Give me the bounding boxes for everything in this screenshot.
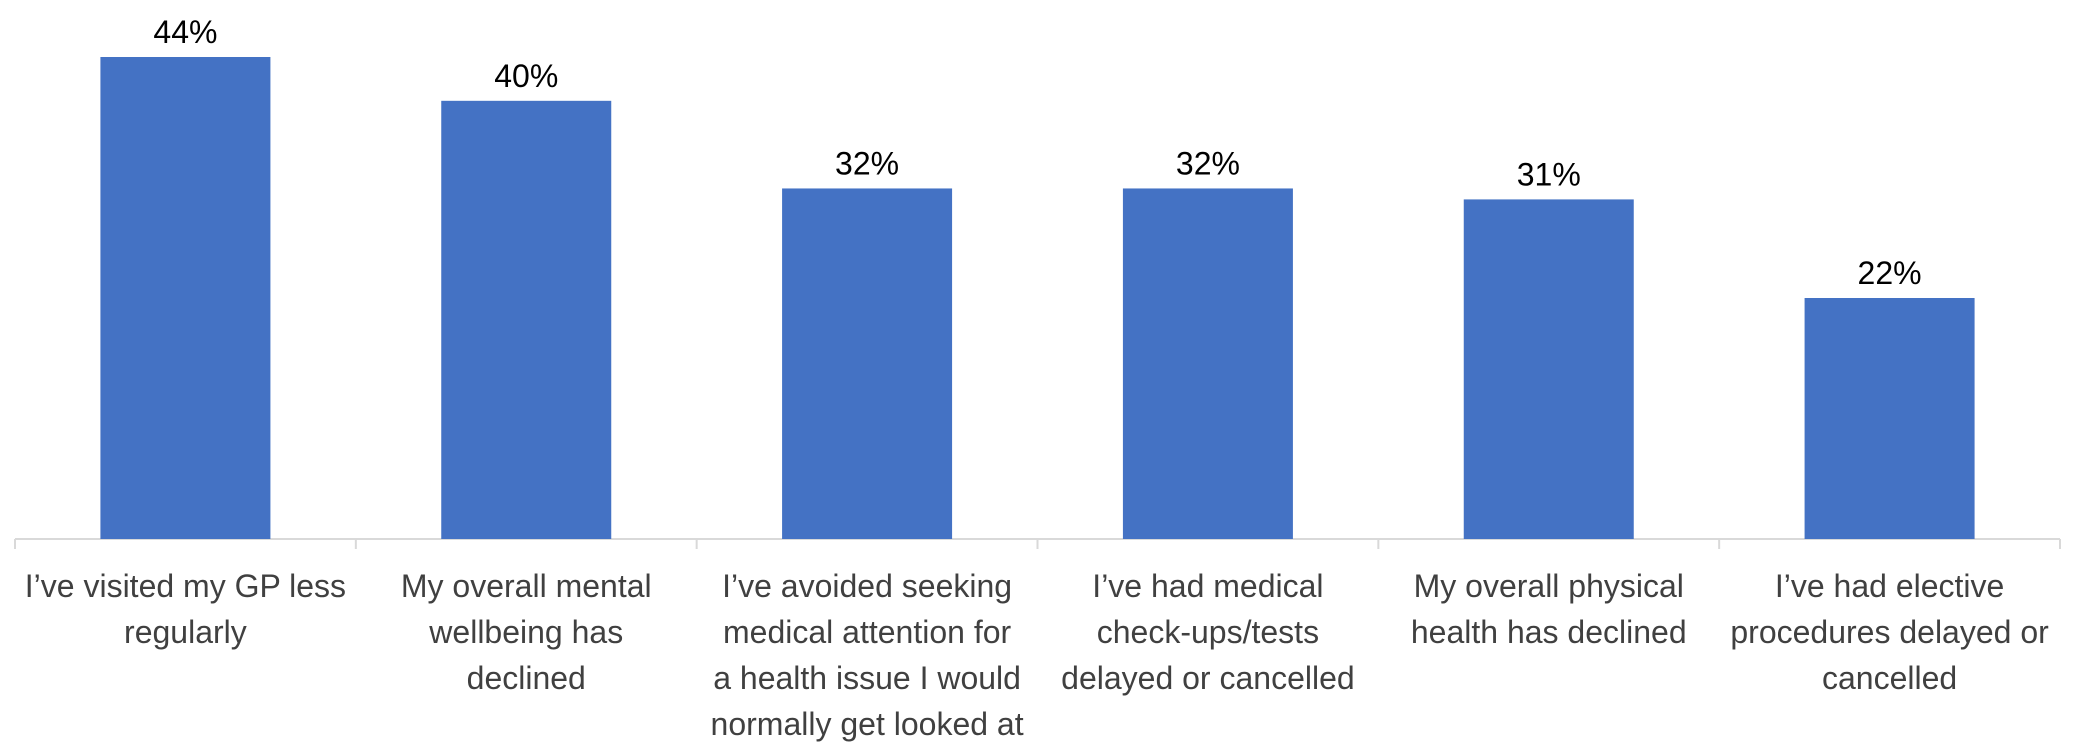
- bar-value-label: 22%: [1858, 255, 1922, 291]
- category-label: My overall mental wellbeing has declined: [401, 568, 652, 696]
- category-labels: I’ve visited my GP less regularly My overa…: [25, 568, 2049, 742]
- bar-value-label: 40%: [494, 58, 558, 94]
- data-labels: 44% 40% 32% 32% 31% 22%: [153, 14, 1921, 291]
- category-label-line: delayed or cancelled: [1061, 660, 1355, 696]
- bar-value-label: 31%: [1517, 156, 1581, 192]
- category-label-line: declined: [467, 660, 586, 696]
- category-label-line: wellbeing has: [428, 614, 623, 650]
- category-label: I’ve had medical check-ups/tests delayed o…: [1061, 568, 1355, 696]
- category-label: I’ve had elective procedures delayed or ca…: [1730, 568, 2049, 696]
- category-label-line: cancelled: [1822, 660, 1957, 696]
- category-label: My overall physical health has declined: [1411, 568, 1687, 650]
- category-label-line: My overall mental: [401, 568, 652, 604]
- category-label-line: medical attention for: [723, 614, 1012, 650]
- bar: [100, 57, 271, 539]
- category-label-line: I’ve had medical: [1092, 568, 1323, 604]
- bar: [1804, 298, 1975, 539]
- category-label: I’ve visited my GP less regularly: [25, 568, 346, 650]
- category-label-line: a health issue I would: [713, 660, 1021, 696]
- category-label-line: I’ve visited my GP less: [25, 568, 346, 604]
- category-label-line: I’ve avoided seeking: [722, 568, 1012, 604]
- category-label-line: procedures delayed or: [1730, 614, 2049, 650]
- category-label-line: I’ve had elective: [1775, 568, 2004, 604]
- category-label-line: normally get looked at: [711, 706, 1024, 742]
- x-axis-ticks: [14, 539, 2061, 549]
- bar: [441, 100, 612, 540]
- bar: [782, 188, 953, 540]
- bar-value-label: 32%: [835, 145, 899, 181]
- bars: [100, 57, 1975, 540]
- category-label-line: regularly: [124, 614, 247, 650]
- category-label: I’ve avoided seeking medical attention fo…: [711, 568, 1024, 742]
- bar: [1463, 199, 1634, 539]
- bar-value-label: 32%: [1176, 145, 1240, 181]
- category-label-line: check-ups/tests: [1097, 614, 1319, 650]
- bar-value-label: 44%: [153, 14, 217, 50]
- bar: [1122, 188, 1293, 540]
- category-label-line: health has declined: [1411, 614, 1687, 650]
- category-label-line: My overall physical: [1414, 568, 1684, 604]
